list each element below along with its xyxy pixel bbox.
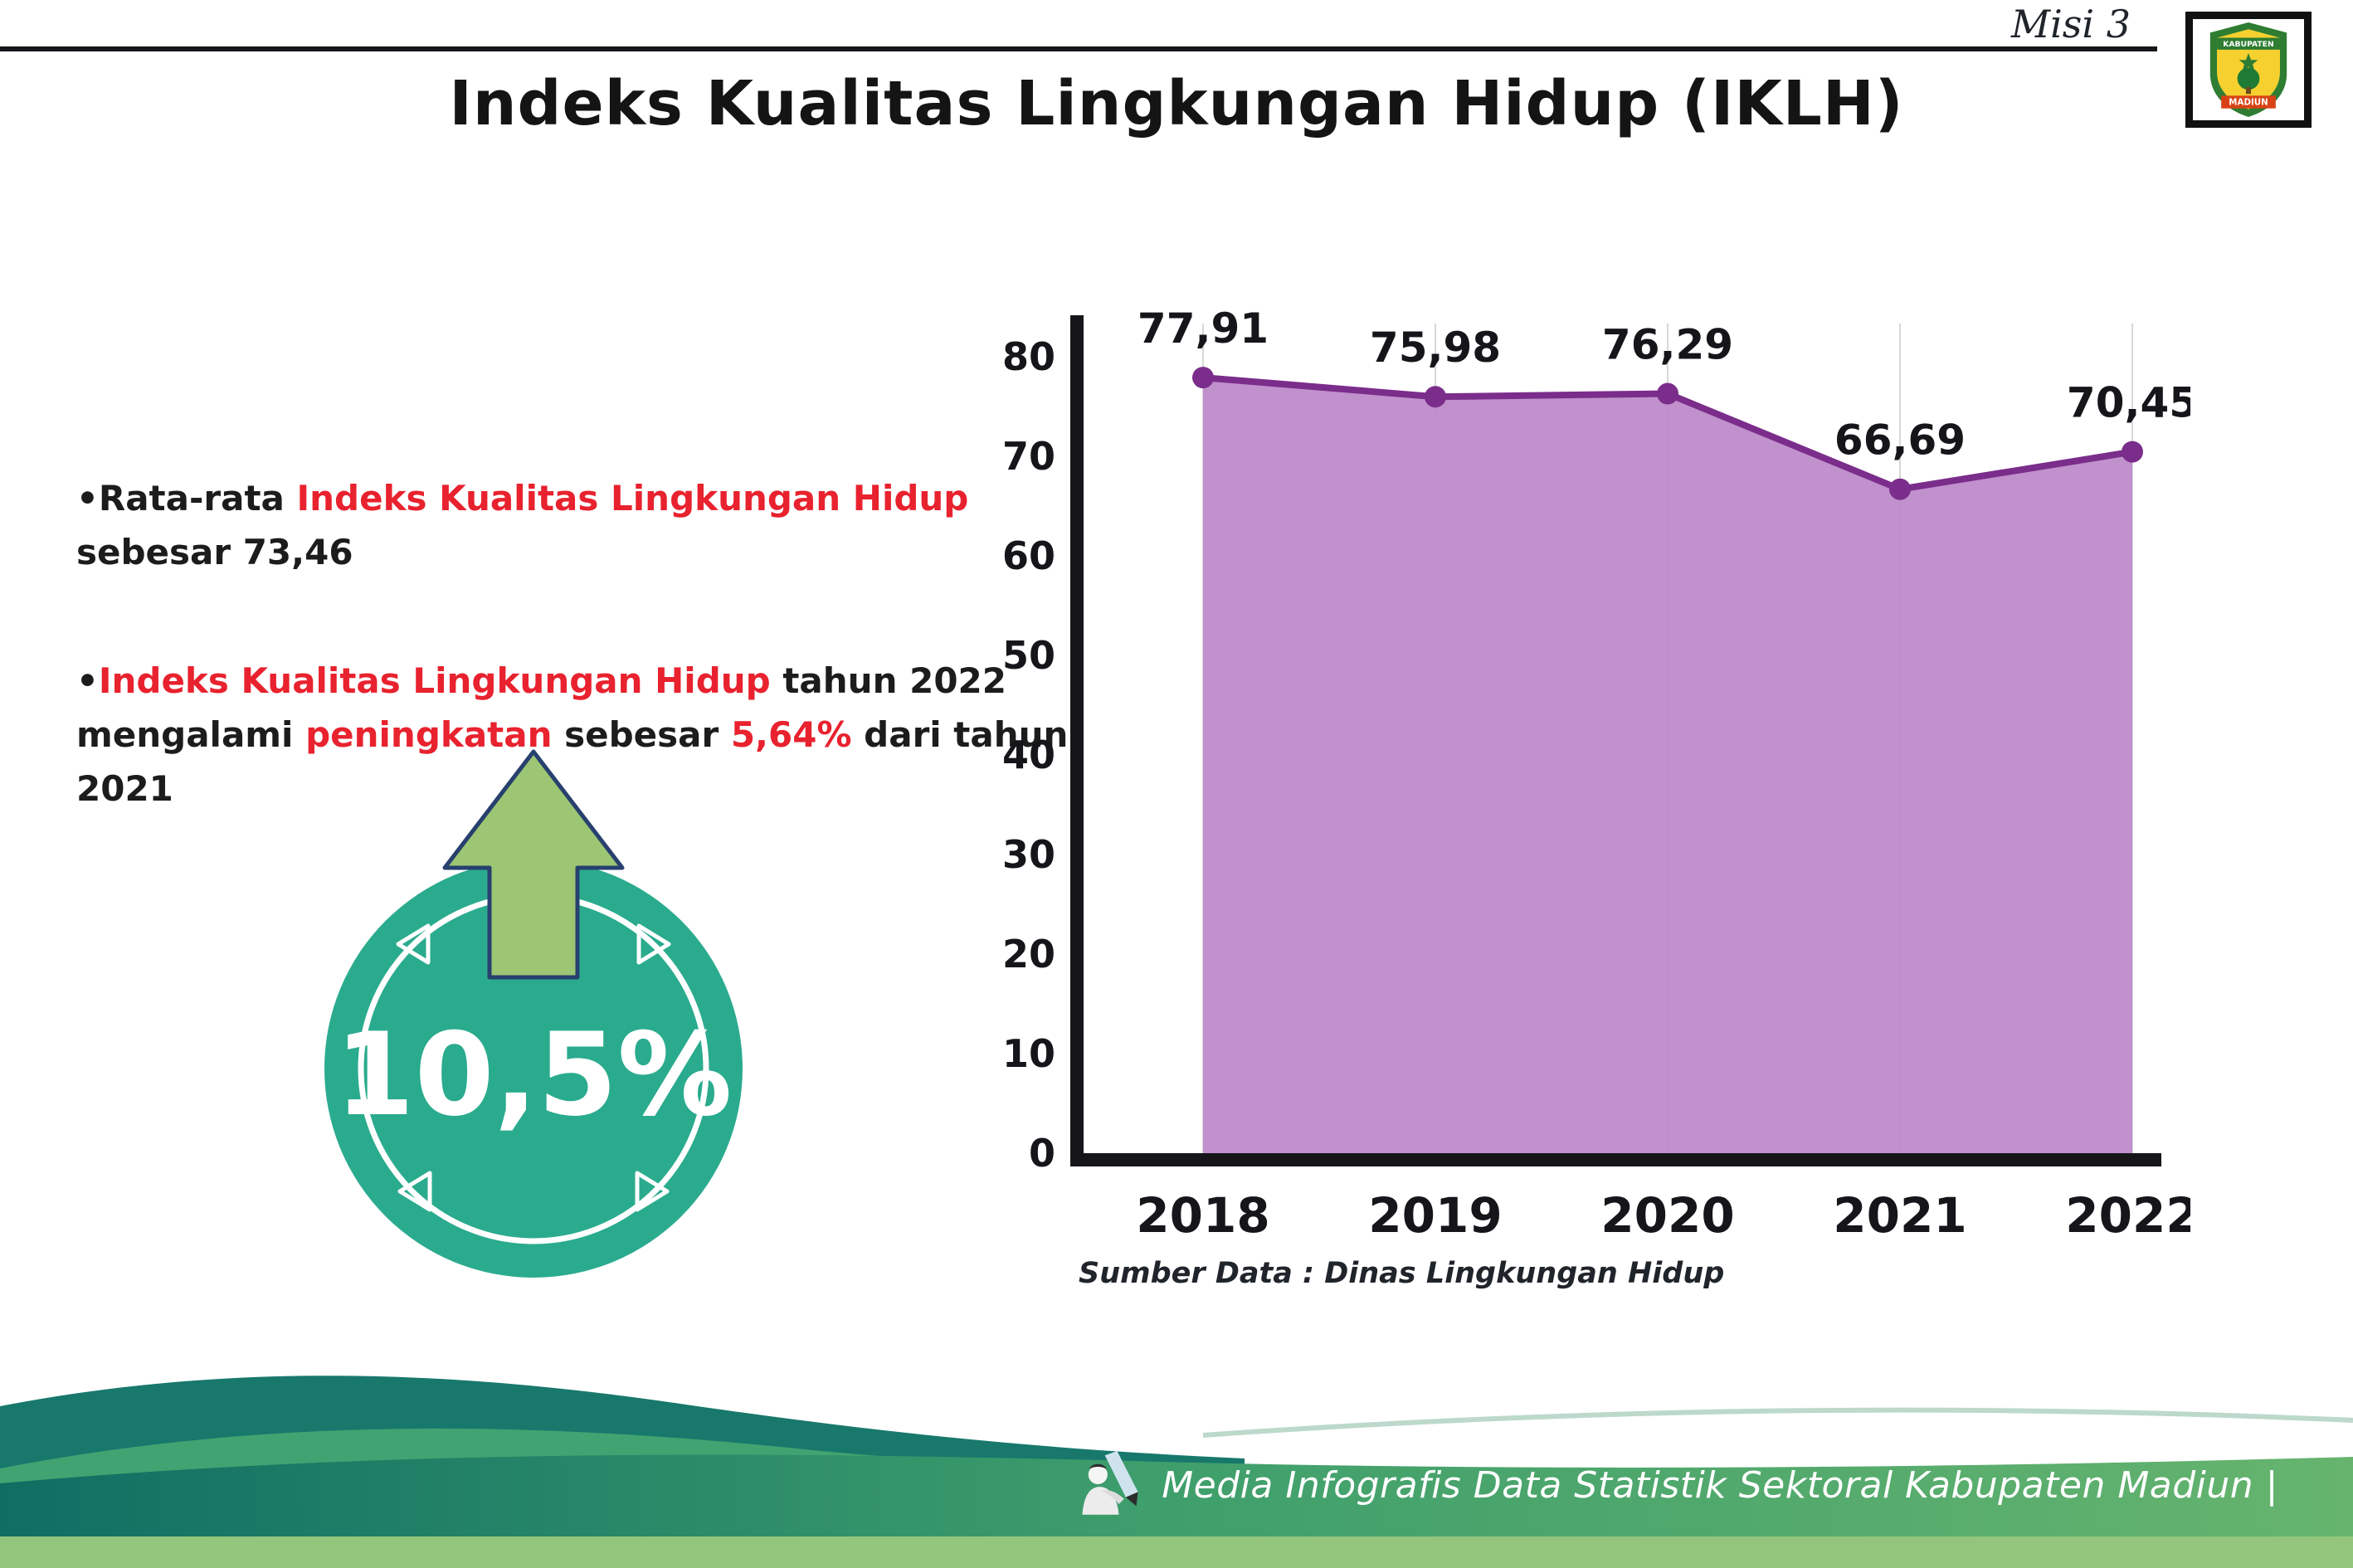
svg-text:66,69: 66,69 — [1834, 416, 1966, 465]
header-rule — [0, 46, 2157, 51]
footer-credit-row: Media Infografis Data Statistik Sektoral… — [1075, 1450, 2278, 1520]
text-segment: peningkatan — [305, 714, 553, 756]
text-segment: sebesar — [552, 714, 731, 756]
logo-top-text: KABUPATEN — [2223, 40, 2273, 49]
footer-credit: Media Infografis Data Statistik Sektoral… — [1162, 1463, 2278, 1507]
iklh-area-chart: 0 10 20 30 40 50 60 70 80 77,91 75,98 76,29 66,69 70,… — [1002, 304, 2190, 1244]
svg-text:40: 40 — [1002, 733, 1055, 777]
svg-text:2018: 2018 — [1136, 1187, 1269, 1244]
svg-text:70,45: 70,45 — [2067, 379, 2190, 427]
text-segment: Indeks Kualitas Lingkungan Hidup — [98, 660, 771, 702]
svg-text:2022: 2022 — [2065, 1187, 2190, 1244]
writer-icon — [1082, 1451, 1138, 1515]
text-segment: Rata-rata — [98, 478, 297, 519]
svg-text:30: 30 — [1002, 832, 1055, 877]
kabupaten-madiun-logo: KABUPATEN MADIUN — [2185, 12, 2312, 128]
text-segment: tahun 2022 mengalami — [76, 660, 1006, 756]
svg-text:75,98: 75,98 — [1370, 324, 1501, 372]
bullet-item: •Indeks Kualitas Lingkungan Hidup tahun … — [76, 654, 1080, 816]
footer-light-strip — [0, 1536, 2353, 1568]
key-findings: •Rata-rata Indeks Kualitas Lingkungan Hi… — [76, 471, 1080, 890]
madiun-shield-icon: KABUPATEN MADIUN — [2209, 22, 2287, 117]
text-segment: dari tahun 2021 — [76, 714, 1069, 810]
badge-value: 10,5% — [335, 1008, 733, 1142]
text-segment: Indeks Kualitas Lingkungan Hidup — [296, 478, 969, 519]
logo-bottom-text: MADIUN — [2229, 98, 2268, 108]
svg-text:60: 60 — [1002, 533, 1055, 578]
bullet-item: •Rata-rata Indeks Kualitas Lingkungan Hi… — [76, 471, 1080, 579]
ring-triangles — [396, 923, 671, 1212]
svg-text:70: 70 — [1002, 434, 1055, 479]
page-title: Indeks Kualitas Lingkungan Hidup (IKLH) — [449, 68, 1904, 139]
svg-text:0: 0 — [1029, 1131, 1055, 1176]
pale-wave-line — [1202, 1407, 2353, 1438]
svg-text:10: 10 — [1002, 1031, 1055, 1076]
data-source-caption: Sumber Data : Dinas Lingkungan Hidup — [1079, 1257, 1725, 1290]
svg-text:77,91: 77,91 — [1138, 304, 1269, 353]
up-arrow-icon — [442, 749, 625, 980]
misi-label: Misi 3 — [2010, 2, 2131, 46]
svg-text:20: 20 — [1002, 932, 1055, 976]
increase-badge: 10,5% — [324, 749, 743, 1278]
svg-text:2019: 2019 — [1368, 1187, 1502, 1244]
bullet-marker: • — [76, 660, 99, 702]
svg-text:2021: 2021 — [1833, 1187, 1966, 1244]
svg-text:80: 80 — [1002, 334, 1055, 379]
text-segment: sebesar 73,46 — [76, 532, 353, 573]
text-segment: 5,64% — [730, 714, 852, 756]
svg-text:50: 50 — [1002, 633, 1055, 678]
footer-wave — [0, 1376, 2353, 1568]
svg-text:76,29: 76,29 — [1602, 321, 1733, 369]
svg-text:2020: 2020 — [1600, 1187, 1734, 1244]
bullet-marker: • — [76, 478, 99, 519]
